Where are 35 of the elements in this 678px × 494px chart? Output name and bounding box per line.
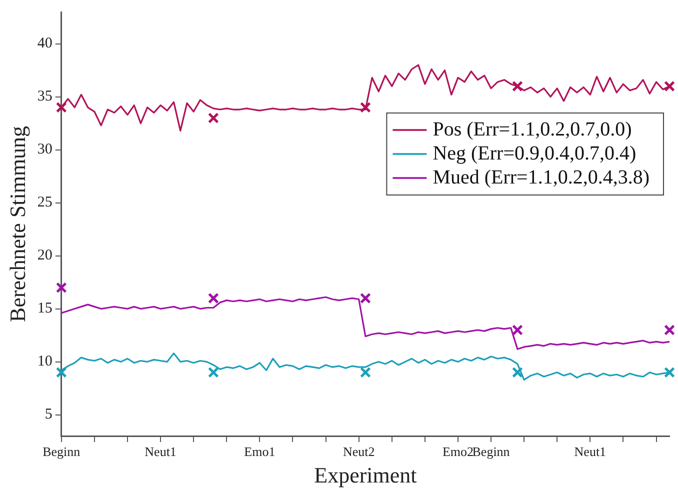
legend-label: Pos (Err=1.1,0.2,0.7,0.0) — [432, 118, 632, 140]
point — [664, 80, 675, 92]
point — [208, 292, 219, 304]
point — [56, 102, 67, 113]
x-tick-label: Emo1 — [244, 444, 276, 460]
x-tick-label: Neut1 — [144, 444, 176, 460]
legend-label: Mued (Err=1.1,0.2,0.4,3.8) — [432, 166, 650, 188]
x-axis-title: Experiment — [314, 462, 417, 488]
point — [360, 292, 371, 304]
y-tick-label: 25 — [37, 194, 52, 211]
x-tick-label: Beginn — [42, 444, 81, 460]
point — [56, 282, 67, 294]
point — [512, 366, 523, 378]
y-tick-label: 5 — [44, 406, 52, 423]
x-tick-label: Neut1 — [574, 444, 606, 460]
point — [512, 324, 523, 336]
point — [360, 102, 371, 113]
y-axis-title: Berechnete Stimmung — [4, 126, 30, 322]
point — [208, 366, 219, 378]
y-tick-label: 35 — [37, 88, 52, 105]
point — [360, 366, 371, 378]
x-tick-label: Emo2 — [442, 444, 474, 460]
y-tick-label: 40 — [37, 36, 52, 52]
x-tick-label: Beginn — [472, 444, 510, 460]
x-tick-label: Neut2 — [342, 444, 375, 460]
point — [208, 112, 219, 124]
point — [664, 324, 675, 336]
point — [664, 366, 675, 378]
point — [56, 366, 67, 378]
y-tick-label: 20 — [37, 248, 52, 264]
y-tick-label: 15 — [37, 300, 52, 317]
legend-label: Neg (Err=0.9,0.4,0.7,0.4) — [432, 142, 636, 164]
y-tick-label: 30 — [37, 142, 52, 158]
y-tick-label: 10 — [37, 354, 52, 370]
point — [512, 80, 523, 92]
